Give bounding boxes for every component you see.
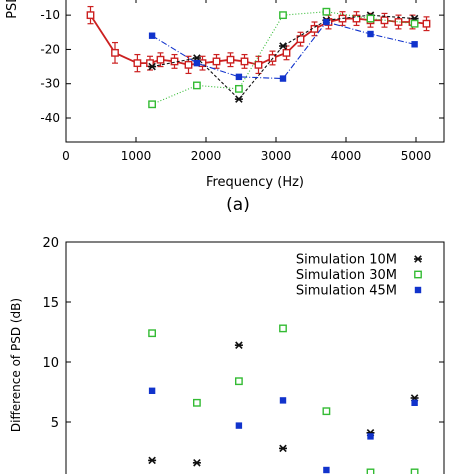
panel-a: 0 1000 2000 3000 4000 5000 -10 -20 -30 -40 Frequ… xyxy=(5,0,445,215)
data-point-measured xyxy=(156,55,165,64)
data-point xyxy=(148,456,157,465)
data-point-simulation-45m xyxy=(367,30,374,38)
x-tick-label: 4000 xyxy=(331,149,362,163)
data-point-simulation-10m xyxy=(234,95,243,103)
series-simulation-30m xyxy=(148,324,419,474)
data-point-simulation-45m xyxy=(148,32,156,39)
panel-a-y-axis-label: PSD (dB) xyxy=(5,0,20,19)
panel-a-x-axis-label: Frequency (Hz) xyxy=(206,175,304,190)
panel-b-y-ticks: 20 15 10 5 xyxy=(42,236,444,431)
data-point-simulation-30m xyxy=(279,11,287,20)
data-point-measured xyxy=(352,14,361,23)
data-point-simulation-45m xyxy=(193,59,201,67)
data-point xyxy=(279,397,287,404)
data-point xyxy=(148,387,156,394)
x-tick-label: 3000 xyxy=(261,149,292,163)
data-point xyxy=(192,459,201,467)
data-point-measured xyxy=(86,11,95,20)
data-point xyxy=(235,422,243,429)
series-measured xyxy=(86,5,431,75)
panel-a-y-ticks: -10 -20 -30 -40 xyxy=(40,8,444,125)
data-point-simulation-45m xyxy=(411,41,418,48)
data-point xyxy=(279,444,287,453)
data-point xyxy=(366,468,375,474)
data-point xyxy=(410,468,419,474)
panel-b: 20 15 10 5 Difference of PSD (dB) Simulatio… xyxy=(9,236,445,474)
data-point xyxy=(323,466,330,474)
x-tick-label: 5000 xyxy=(401,149,432,163)
x-tick-label: 0 xyxy=(62,149,70,163)
y-tick-label: -40 xyxy=(40,111,60,125)
data-point xyxy=(322,407,331,416)
data-point-measured xyxy=(184,60,193,69)
legend-marker xyxy=(414,270,422,279)
panel-a-x-ticks: 0 1000 2000 3000 4000 5000 xyxy=(62,0,431,163)
data-point-measured xyxy=(282,48,291,57)
data-point-measured xyxy=(254,60,263,69)
y-tick-label: 10 xyxy=(42,356,59,371)
legend-label: Simulation 10M xyxy=(296,253,397,268)
y-tick-label: -30 xyxy=(40,77,60,91)
series-simulation-45m xyxy=(148,387,418,474)
data-point-simulation-10m xyxy=(148,62,157,71)
data-point-simulation-30m xyxy=(322,7,331,16)
data-point-measured xyxy=(133,59,142,68)
data-point-measured xyxy=(226,55,235,64)
data-point-measured xyxy=(212,57,221,66)
panel-a-label: (a) xyxy=(226,195,250,215)
panel-a-plot xyxy=(86,5,431,109)
data-point xyxy=(234,341,243,349)
legend-label: Simulation 45M xyxy=(296,284,397,299)
data-point-measured xyxy=(240,57,249,66)
data-point-simulation-30m xyxy=(410,19,419,28)
legend-marker xyxy=(414,255,422,263)
data-point-simulation-30m xyxy=(366,14,375,23)
x-tick-label: 2000 xyxy=(191,149,222,163)
y-tick-label: -20 xyxy=(40,42,60,56)
data-point-simulation-45m xyxy=(279,75,287,82)
data-point-measured xyxy=(394,18,403,26)
data-point-simulation-45m xyxy=(323,18,330,26)
data-point xyxy=(148,329,156,338)
series-simulation-30m xyxy=(148,7,419,109)
data-point xyxy=(279,324,287,333)
data-point xyxy=(192,398,201,407)
y-tick-label: 15 xyxy=(42,296,59,311)
y-tick-label: 20 xyxy=(42,236,59,251)
panel-b-plot xyxy=(148,324,419,474)
data-point-simulation-10m xyxy=(279,42,287,50)
legend-label: Simulation 30M xyxy=(296,268,397,283)
data-point-simulation-30m xyxy=(234,84,243,93)
data-point-measured xyxy=(296,35,305,44)
y-tick-label: -10 xyxy=(40,8,60,22)
data-point xyxy=(411,399,418,406)
data-point-simulation-30m xyxy=(148,100,156,109)
series-line-simulation-10m xyxy=(151,14,415,100)
series-simulation-45m xyxy=(148,18,418,82)
data-point-simulation-30m xyxy=(192,81,201,90)
data-point xyxy=(234,377,243,386)
panel-b-y-axis-label: Difference of PSD (dB) xyxy=(9,298,23,432)
data-point xyxy=(367,433,374,440)
data-point-measured xyxy=(422,19,431,28)
series-line-simulation-30m xyxy=(151,11,415,105)
series-simulation-10m xyxy=(148,341,419,467)
legend-marker xyxy=(414,286,422,294)
data-point-measured xyxy=(111,48,119,57)
y-tick-label: 5 xyxy=(51,416,59,431)
x-tick-label: 1000 xyxy=(121,149,152,163)
panel-a-frame xyxy=(65,0,445,143)
data-point-simulation-45m xyxy=(235,73,243,81)
